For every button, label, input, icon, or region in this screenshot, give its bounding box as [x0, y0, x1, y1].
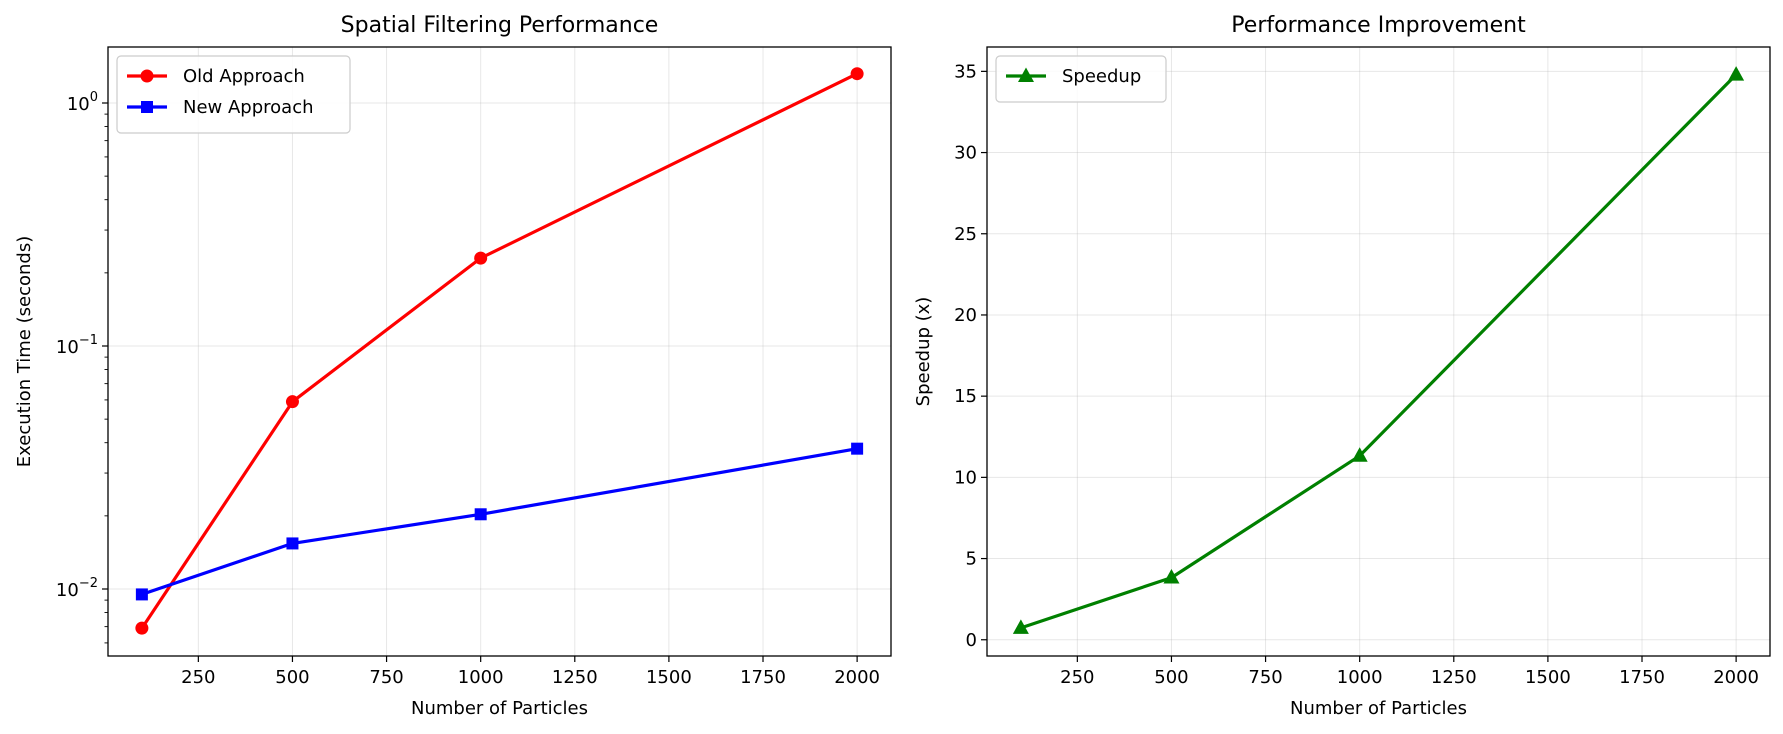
y-tick-exponent: −2: [79, 576, 98, 591]
legend-label: Old Approach: [183, 66, 305, 87]
data-point-square: [851, 442, 864, 455]
x-tick-label: 1000: [1337, 667, 1383, 688]
y-tick-exponent: 0: [90, 90, 98, 105]
legend-marker-circle: [140, 69, 154, 83]
x-tick-label: 1500: [1525, 667, 1571, 688]
x-tick-label: 250: [181, 667, 215, 688]
x-tick-label: 1750: [1619, 667, 1665, 688]
y-tick-label: 30: [954, 143, 977, 164]
y-tick-label: 10−1: [56, 333, 98, 358]
y-tick-label: 0: [966, 630, 977, 651]
data-point-square: [474, 508, 487, 521]
chart-title: Performance Improvement: [1231, 13, 1526, 38]
data-point-square: [286, 537, 299, 550]
legend-label: Speedup: [1062, 66, 1141, 87]
y-tick-base: 10: [56, 580, 79, 601]
y-tick-label: 5: [966, 549, 977, 570]
x-tick-label: 2000: [834, 667, 880, 688]
x-tick-label: 1750: [740, 667, 786, 688]
x-tick-label: 1500: [646, 667, 692, 688]
y-tick-base: 10: [56, 337, 79, 358]
x-tick-label: 250: [1060, 667, 1094, 688]
x-tick-label: 500: [1154, 667, 1188, 688]
plot-area: [987, 47, 1770, 656]
x-tick-label: 1000: [458, 667, 504, 688]
data-point-triangle: [1351, 447, 1368, 462]
data-point-circle: [850, 67, 864, 81]
plot-area: [108, 47, 891, 656]
x-tick-label: 750: [369, 667, 403, 688]
data-point-circle: [135, 621, 149, 635]
y-tick-label: 20: [954, 305, 977, 326]
y-tick-label: 25: [954, 224, 977, 245]
y-tick-label: 100: [67, 90, 98, 115]
chart-panel-execution-time: 250 500 750 1000 1250 1500 1750 200010−210−1100…: [14, 13, 892, 719]
series-line-0: [140, 72, 858, 630]
data-point-triangle: [1012, 619, 1029, 634]
data-point-square: [135, 588, 148, 601]
data-point-circle: [474, 251, 488, 265]
data-point-triangle: [1163, 569, 1180, 584]
series-line-1: [141, 447, 858, 596]
x-tick-label: 1250: [1431, 667, 1477, 688]
series-line-0: [1020, 73, 1738, 630]
legend-label: New Approach: [183, 97, 314, 118]
axes-frame: [986, 46, 1771, 657]
y-tick-label: 15: [954, 386, 977, 407]
chart-panel-speedup: 250 500 750 1000 1250 1500 1750 2000 0 5 10 15 20 25 3…: [913, 13, 1771, 719]
x-tick-label: 500: [275, 667, 309, 688]
legend-marker-triangle: [1018, 67, 1034, 82]
x-tick-label: 750: [1248, 667, 1282, 688]
y-axis-label: Speedup (x): [913, 297, 934, 407]
legend-marker-square: [141, 101, 153, 113]
y-axis-label: Execution Time (seconds): [14, 236, 35, 467]
x-axis-label: Number of Particles: [1290, 698, 1467, 719]
data-point-triangle: [1728, 66, 1745, 81]
x-tick-label: 1250: [552, 667, 598, 688]
axes-frame: [107, 46, 892, 657]
data-point-circle: [285, 395, 299, 409]
legend-box: [116, 55, 351, 134]
chart-title: Spatial Filtering Performance: [341, 13, 659, 38]
y-tick-base: 10: [67, 94, 90, 115]
y-tick-label: 10: [954, 467, 977, 488]
x-tick-label: 2000: [1713, 667, 1759, 688]
x-axis-label: Number of Particles: [411, 698, 588, 719]
y-tick-label: 10−2: [56, 576, 98, 601]
y-tick-exponent: −1: [79, 333, 98, 348]
legend-box: [995, 55, 1167, 103]
y-tick-label: 35: [954, 61, 977, 82]
